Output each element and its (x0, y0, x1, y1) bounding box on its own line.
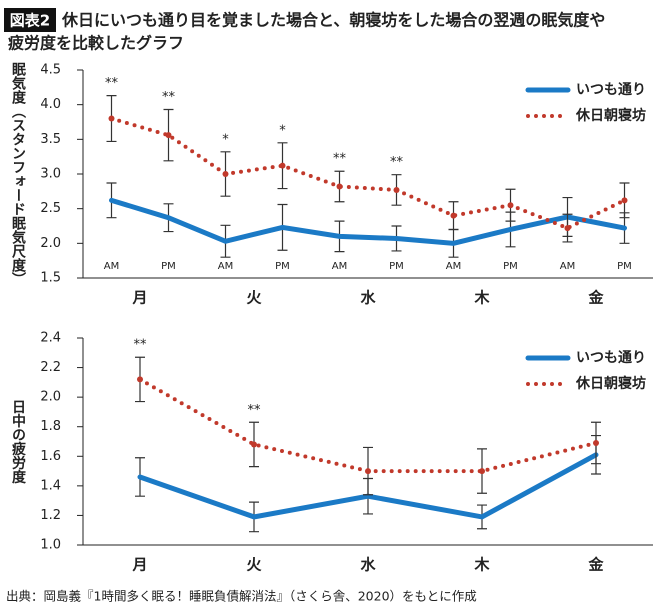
significance: ** (390, 155, 404, 170)
x-sub-label: PM (617, 261, 632, 272)
y-tick-label: 4.0 (40, 97, 61, 112)
title: 疲労度を比較したグラフ (8, 34, 184, 53)
x-tick-label: 木 (473, 556, 490, 574)
point (365, 468, 371, 475)
source: 出典：岡島義『1時間多く眠る！睡眠負債解消法』（さくら舎、2020）をもとに作成 (6, 589, 477, 604)
y-tick-label: 3.0 (40, 167, 61, 182)
y-tick-label: 2.0 (40, 236, 61, 251)
x-sub-label: AM (104, 261, 119, 272)
x-group-label: 木 (473, 289, 490, 307)
x-tick-label: 水 (360, 556, 376, 574)
x-group-label: 月 (131, 289, 147, 307)
legend-label: 休日朝寝坊 (575, 375, 646, 392)
y-tick-label: 2.2 (40, 360, 61, 375)
series-line (109, 116, 627, 231)
point (593, 439, 599, 446)
series-line (109, 197, 627, 246)
significance: ** (333, 152, 347, 167)
point (222, 171, 229, 177)
significance: ** (162, 90, 176, 105)
x-sub-label: AM (560, 261, 575, 272)
significance: ** (134, 338, 148, 353)
y-tick-label: 2.4 (40, 331, 61, 346)
x-tick-label: 火 (246, 556, 262, 574)
x-group-label: 火 (246, 289, 262, 307)
legend-label: いつも通り (576, 82, 646, 98)
x-sub-label: AM (446, 261, 461, 272)
significance: ** (248, 403, 262, 418)
legend-label: 休日朝寝坊 (575, 107, 646, 124)
y-tick-label: 1.8 (40, 419, 61, 434)
point (564, 225, 571, 232)
point (507, 202, 514, 209)
x-group-label: 水 (360, 289, 376, 307)
point (336, 183, 343, 190)
significance: * (222, 132, 229, 147)
legend-label: いつも通り (576, 350, 646, 366)
point (108, 115, 115, 122)
point (621, 197, 628, 204)
y-axis-label: 眠気度（スタンフォード眠気尺度） (10, 62, 27, 286)
y-tick-label: 2.5 (40, 201, 61, 216)
y-tick-label: 1.5 (40, 271, 61, 286)
x-group-label: 金 (587, 289, 604, 307)
point (479, 468, 485, 475)
y-tick-label: 1.0 (40, 538, 61, 553)
x-sub-label: PM (275, 261, 290, 272)
title: 休日にいつも通り目を覚ました場合と、朝寝坊をした場合の翌週の眠気度や (61, 11, 605, 30)
x-tick-label: 金 (587, 556, 604, 574)
x-sub-label: AM (332, 261, 347, 272)
point (450, 212, 457, 219)
point (165, 132, 172, 139)
y-axis-label: 日中の疲労度 (10, 400, 26, 485)
y-tick-label: 1.4 (40, 478, 61, 493)
point (393, 186, 400, 193)
y-tick-label: 4.5 (40, 63, 61, 78)
x-sub-label: PM (161, 261, 176, 272)
y-tick-label: 2.0 (40, 390, 61, 405)
point (251, 441, 257, 448)
x-sub-label: AM (218, 261, 233, 272)
x-sub-label: PM (389, 261, 404, 272)
point (279, 162, 286, 169)
significance: * (279, 123, 286, 138)
badge: 図表2 (10, 12, 50, 30)
y-tick-label: 1.2 (40, 508, 61, 523)
y-tick-label: 1.6 (40, 449, 61, 464)
x-tick-label: 月 (131, 556, 147, 574)
series-line (137, 452, 599, 520)
significance: ** (105, 76, 119, 91)
x-sub-label: PM (503, 261, 518, 272)
point (137, 376, 143, 383)
badge-box (4, 8, 56, 32)
y-tick-label: 3.5 (40, 132, 61, 147)
